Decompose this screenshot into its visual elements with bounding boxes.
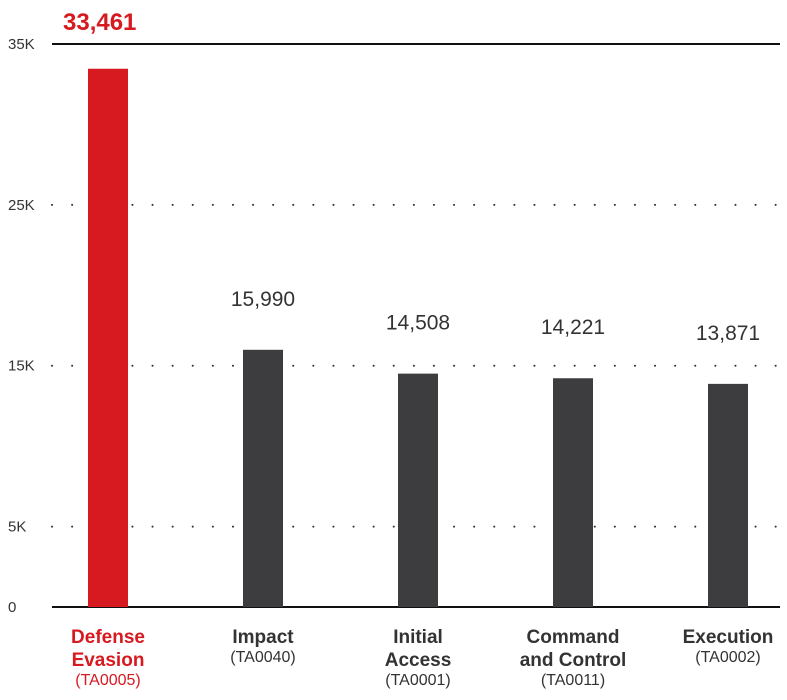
data-label: 14,508 bbox=[386, 312, 450, 335]
bar bbox=[708, 383, 748, 607]
y-tick-label: 5K bbox=[8, 519, 26, 536]
x-category-code: (TA0005) bbox=[75, 672, 141, 689]
x-category-code: (TA0040) bbox=[230, 649, 296, 666]
y-tick-label: 15K bbox=[8, 358, 35, 375]
data-label: 14,221 bbox=[541, 316, 605, 339]
x-category-code: (TA0011) bbox=[541, 672, 605, 689]
x-category-code: (TA0001) bbox=[385, 672, 451, 689]
y-tick-label: 0 bbox=[8, 599, 16, 616]
bar bbox=[398, 373, 438, 607]
x-category-label: Impact bbox=[232, 627, 294, 648]
x-category-label: Execution bbox=[683, 627, 774, 648]
x-category-label: and Control bbox=[520, 650, 627, 671]
bar bbox=[243, 349, 283, 607]
x-category-code: (TA0002) bbox=[695, 649, 761, 666]
gridlines bbox=[51, 203, 781, 528]
data-label: 13,871 bbox=[696, 322, 760, 345]
x-category-label: Command bbox=[527, 627, 620, 648]
x-category-label: Defense bbox=[71, 627, 145, 648]
bar bbox=[88, 68, 128, 607]
y-tick-label: 25K bbox=[8, 197, 35, 214]
x-category-label: Access bbox=[385, 650, 452, 671]
x-category-label: Evasion bbox=[72, 650, 145, 671]
bar bbox=[553, 378, 593, 607]
x-category-label: Initial bbox=[393, 627, 443, 648]
y-tick-label: 35K bbox=[8, 36, 35, 53]
data-label: 15,990 bbox=[231, 288, 295, 311]
labels: 0 5K 15K 25K 35K 33,461 DefenseEvasion(TA0005)… bbox=[8, 9, 773, 689]
data-label: 33,461 bbox=[63, 9, 136, 36]
bars bbox=[88, 68, 748, 607]
